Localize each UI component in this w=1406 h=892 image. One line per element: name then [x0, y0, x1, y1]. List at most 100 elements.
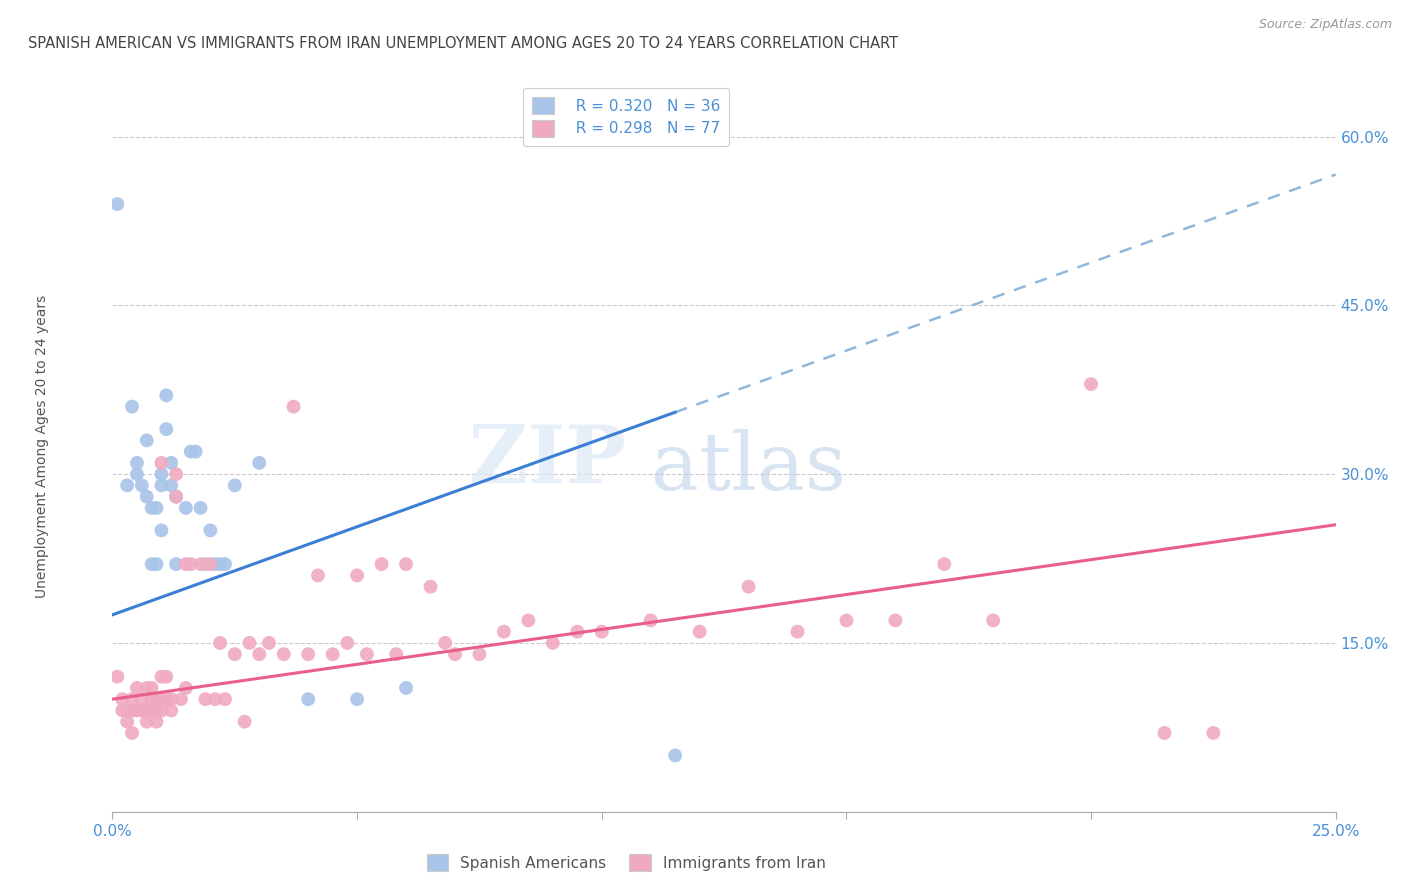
Point	[160, 692, 183, 706]
Point	[204, 557, 226, 571]
Point	[121, 703, 143, 717]
Point	[297, 647, 319, 661]
Point	[131, 478, 153, 492]
Point	[395, 681, 418, 695]
Point	[517, 614, 540, 628]
Point	[419, 580, 441, 594]
Point	[141, 557, 163, 571]
Point	[141, 681, 163, 695]
Point	[121, 726, 143, 740]
Point	[737, 580, 759, 594]
Point	[247, 456, 270, 470]
Point	[135, 703, 157, 717]
Point	[209, 636, 232, 650]
Point	[238, 636, 260, 650]
Point	[492, 624, 515, 639]
Text: Source: ZipAtlas.com: Source: ZipAtlas.com	[1258, 18, 1392, 31]
Point	[884, 614, 907, 628]
Point	[160, 478, 183, 492]
Point	[541, 636, 564, 650]
Point	[131, 692, 153, 706]
Point	[150, 524, 173, 538]
Point	[209, 557, 232, 571]
Point	[150, 703, 173, 717]
Point	[165, 557, 187, 571]
Point	[434, 636, 457, 650]
Point	[111, 703, 134, 717]
Text: Unemployment Among Ages 20 to 24 years: Unemployment Among Ages 20 to 24 years	[35, 294, 49, 598]
Point	[145, 714, 167, 729]
Point	[786, 624, 808, 639]
Point	[297, 692, 319, 706]
Point	[336, 636, 359, 650]
Point	[395, 557, 418, 571]
Point	[155, 692, 177, 706]
Point	[105, 197, 128, 211]
Point	[835, 614, 858, 628]
Point	[1202, 726, 1225, 740]
Point	[155, 670, 177, 684]
Point	[194, 557, 217, 571]
Point	[155, 422, 177, 436]
Point	[307, 568, 329, 582]
Point	[567, 624, 589, 639]
Point	[105, 670, 128, 684]
Point	[190, 500, 212, 515]
Point	[174, 681, 197, 695]
Point	[141, 500, 163, 515]
Point	[200, 557, 222, 571]
Point	[233, 714, 256, 729]
Point	[150, 467, 173, 482]
Point	[145, 703, 167, 717]
Point	[1080, 377, 1102, 392]
Point	[135, 434, 157, 448]
Point	[468, 647, 491, 661]
Point	[165, 467, 187, 482]
Text: atlas: atlas	[651, 429, 846, 507]
Point	[121, 692, 143, 706]
Point	[981, 614, 1004, 628]
Point	[204, 692, 226, 706]
Point	[145, 500, 167, 515]
Point	[370, 557, 392, 571]
Legend: Spanish Americans, Immigrants from Iran: Spanish Americans, Immigrants from Iran	[420, 848, 832, 877]
Point	[155, 388, 177, 402]
Point	[184, 444, 207, 458]
Point	[141, 692, 163, 706]
Point	[346, 568, 368, 582]
Point	[115, 703, 138, 717]
Point	[160, 703, 183, 717]
Point	[356, 647, 378, 661]
Point	[385, 647, 408, 661]
Point	[283, 400, 305, 414]
Point	[150, 456, 173, 470]
Point	[115, 714, 138, 729]
Point	[346, 692, 368, 706]
Point	[214, 692, 236, 706]
Text: ZIP: ZIP	[470, 422, 626, 500]
Point	[180, 444, 202, 458]
Point	[165, 490, 187, 504]
Point	[1153, 726, 1175, 740]
Point	[640, 614, 662, 628]
Point	[200, 524, 222, 538]
Point	[934, 557, 956, 571]
Point	[170, 692, 193, 706]
Point	[131, 703, 153, 717]
Point	[180, 557, 202, 571]
Point	[150, 670, 173, 684]
Point	[224, 647, 246, 661]
Text: SPANISH AMERICAN VS IMMIGRANTS FROM IRAN UNEMPLOYMENT AMONG AGES 20 TO 24 YEARS : SPANISH AMERICAN VS IMMIGRANTS FROM IRAN…	[28, 36, 898, 51]
Point	[145, 692, 167, 706]
Point	[121, 400, 143, 414]
Point	[125, 681, 148, 695]
Point	[664, 748, 686, 763]
Point	[150, 478, 173, 492]
Point	[111, 692, 134, 706]
Point	[145, 557, 167, 571]
Point	[141, 703, 163, 717]
Point	[247, 647, 270, 661]
Point	[214, 557, 236, 571]
Point	[224, 478, 246, 492]
Point	[194, 692, 217, 706]
